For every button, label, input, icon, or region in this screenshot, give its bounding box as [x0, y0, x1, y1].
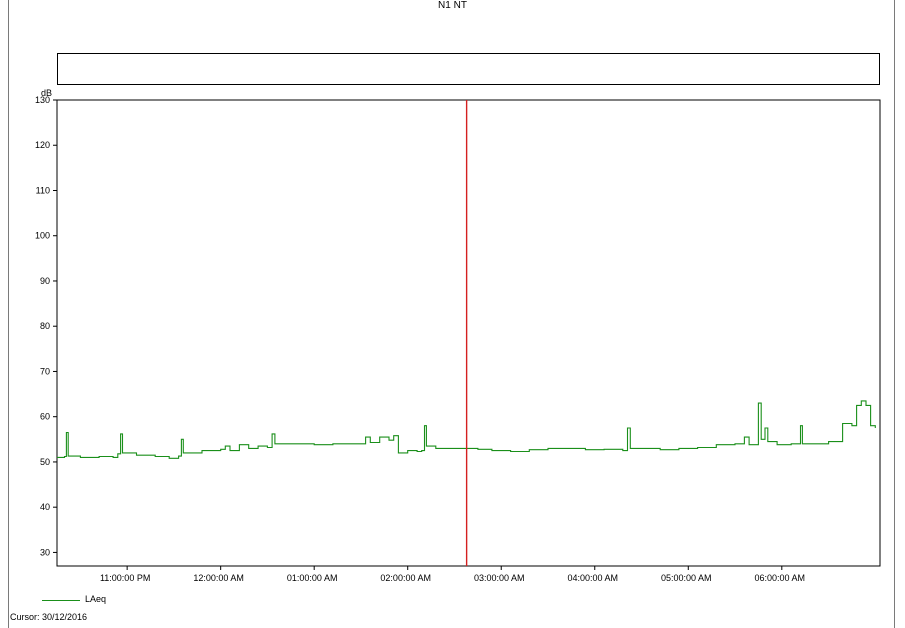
y-tick-label-130: 130: [35, 95, 50, 105]
y-tick-label-80: 80: [40, 321, 50, 331]
y-tick-label-50: 50: [40, 457, 50, 467]
y-axis-label: dB: [41, 88, 52, 98]
y-tick-label-60: 60: [40, 412, 50, 422]
x-tick-label-0: 11:00:00 PM: [100, 573, 150, 583]
x-tick-label-1: 12:00:00 AM: [193, 573, 244, 583]
x-tick-label-6: 05:00:00 AM: [661, 573, 712, 583]
legend-label-laeq: LAeq: [85, 594, 107, 604]
y-tick-label-30: 30: [40, 547, 50, 557]
legend-swatch-laeq: [42, 600, 80, 601]
chart-title: N1 NT: [438, 0, 467, 11]
cursor-readout: Cursor: 30/12/2016: [10, 612, 88, 622]
x-tick-label-7: 06:00:00 AM: [755, 573, 806, 583]
chart-frame: [8, 0, 895, 628]
series-layer: [57, 400, 876, 459]
y-axis-ticks: 30 40 50 60 70 80 90 100 110 120 130: [35, 95, 57, 557]
y-tick-label-70: 70: [40, 366, 50, 376]
y-tick-label-90: 90: [40, 276, 50, 286]
series-line-laeq: [57, 400, 876, 459]
x-tick-label-5: 04:00:00 AM: [567, 573, 618, 583]
x-tick-label-3: 02:00:00 AM: [380, 573, 431, 583]
y-tick-label-100: 100: [35, 231, 50, 241]
plot-area: [56, 99, 881, 567]
x-tick-label-2: 01:00:00 AM: [287, 573, 338, 583]
y-tick-label-120: 120: [35, 140, 50, 150]
y-tick-label-40: 40: [40, 502, 50, 512]
y-tick-label-110: 110: [36, 185, 50, 195]
x-axis-ticks: 11:00:00 PM 12:00:00 AM 01:00:00 AM 02:00:0…: [100, 566, 805, 583]
legend-box: [57, 53, 880, 85]
x-tick-label-4: 03:00:00 AM: [474, 573, 525, 583]
